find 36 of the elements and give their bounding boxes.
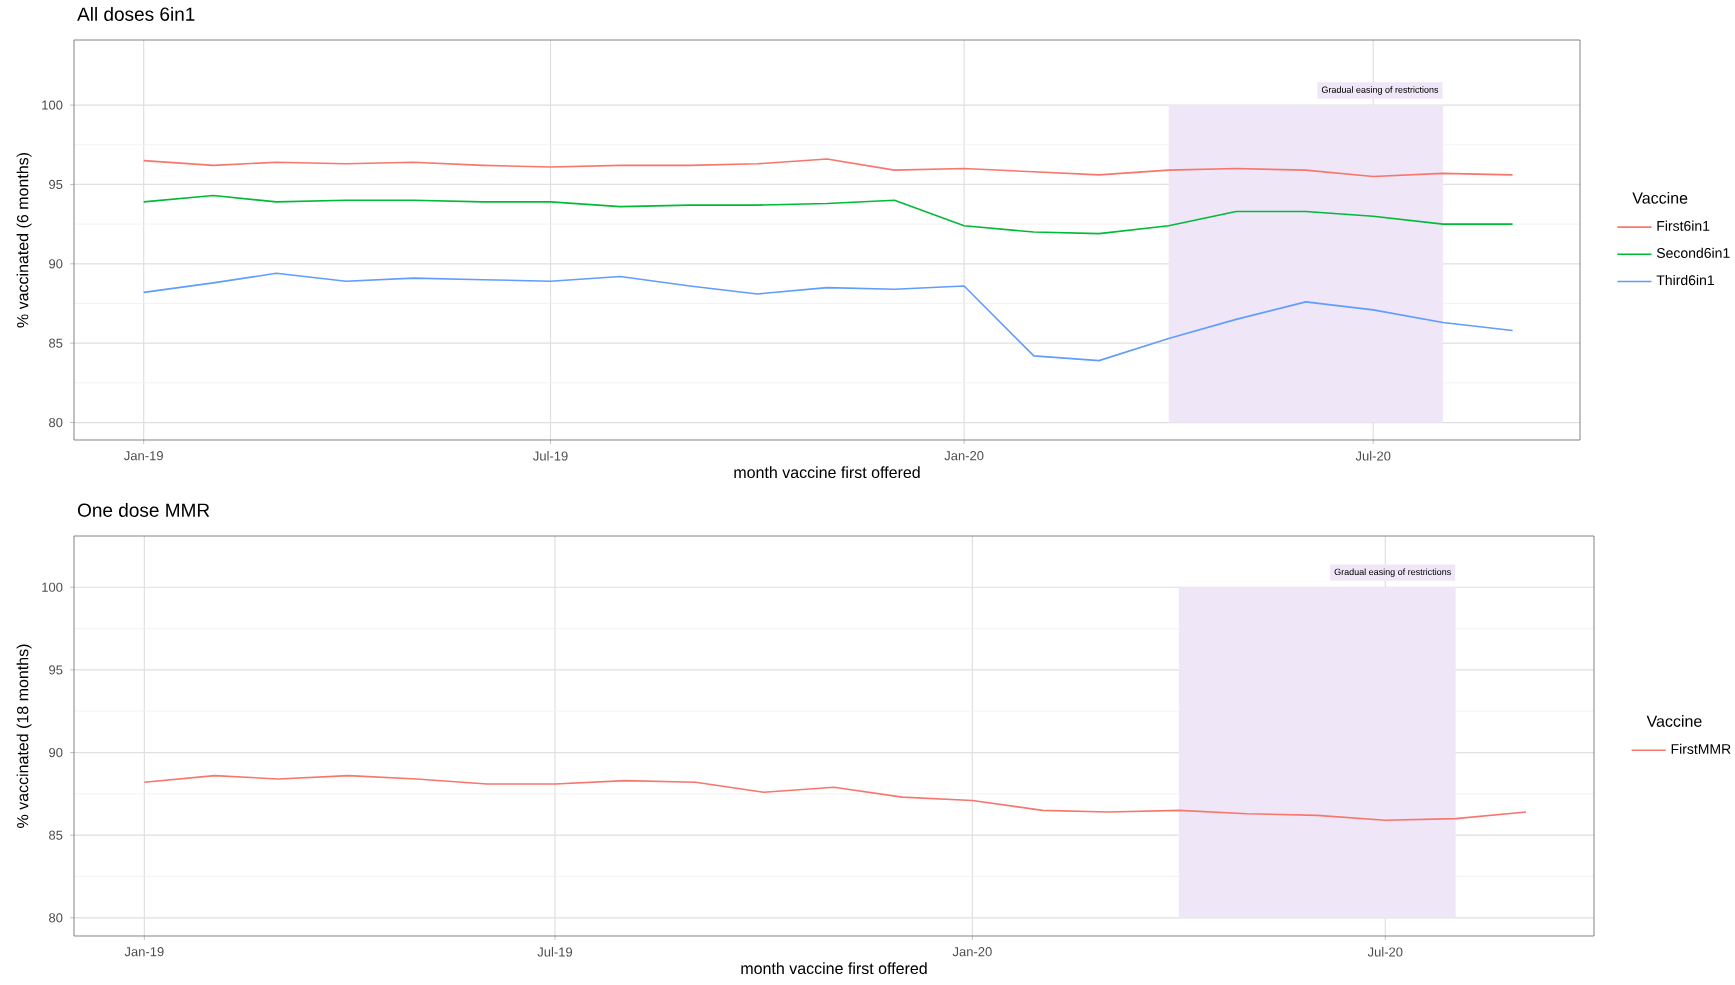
x-tick-label: Jul-19 (533, 451, 568, 461)
y-tick-label: 90 (49, 259, 63, 269)
y-tick-label: 100 (42, 582, 63, 592)
y-tick-label: 85 (49, 338, 63, 348)
x-tick-label: Jul-20 (1367, 947, 1403, 957)
x-axis-title: month vaccine first offered (734, 466, 920, 479)
x-tick-label: Jul-20 (1355, 451, 1391, 461)
chart-title: One dose MMR (77, 502, 210, 517)
y-tick-label: 80 (49, 417, 63, 428)
y-axis-title: % vaccinated (18 months) (16, 644, 32, 828)
legend-label: FirstMMR (1671, 743, 1731, 754)
band-label: Gradual easing of restrictions (1321, 86, 1439, 95)
x-tick-label: Jan-19 (124, 947, 164, 957)
line-series (142, 194, 1514, 235)
band-label: Gradual easing of restrictions (1334, 568, 1451, 577)
x-tick-label: Jul-19 (537, 947, 573, 957)
y-axis-title: % vaccinated (6 months) (16, 152, 32, 328)
x-tick-label: Jan-19 (124, 451, 163, 461)
y-tick-label: 80 (49, 913, 63, 923)
y-tick-label: 95 (49, 665, 63, 675)
legend-title: Vaccine (1646, 715, 1702, 727)
x-tick-label: Jan-20 (944, 451, 984, 461)
y-tick-label: 85 (49, 830, 63, 840)
y-tick-label: 100 (42, 100, 63, 110)
x-axis-title: month vaccine first offered (741, 962, 927, 975)
chart-title: All doses 6in1 (77, 6, 195, 21)
y-tick-label: 90 (49, 747, 63, 758)
line-series (142, 272, 1514, 362)
legend-title: Vaccine (1632, 191, 1688, 204)
line-series (143, 774, 1527, 822)
legend-label: Second6in1 (1656, 247, 1730, 258)
line-series (142, 158, 1514, 178)
x-tick-label: Jan-20 (952, 947, 992, 957)
legend-label: Third6in1 (1656, 274, 1714, 286)
legend-label: First6in1 (1657, 220, 1710, 231)
y-tick-label: 95 (49, 179, 63, 190)
